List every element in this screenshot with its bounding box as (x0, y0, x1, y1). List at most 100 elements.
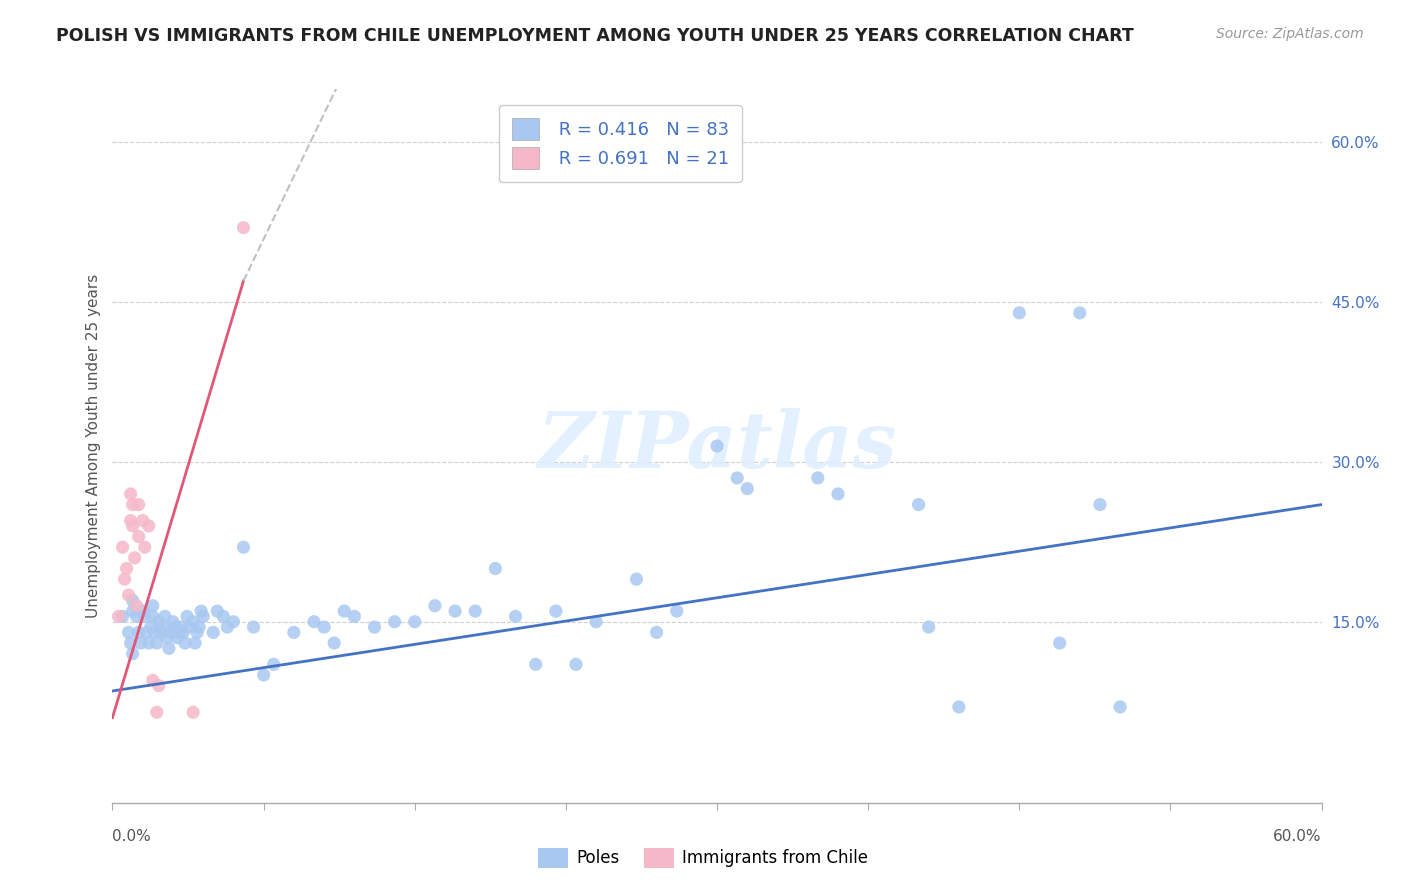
Point (148, 615, 170, 629)
Point (170, 620, 193, 634)
Text: ZIPatlas: ZIPatlas (537, 408, 897, 484)
Point (423, 599, 446, 613)
Point (160, 625, 183, 640)
Point (464, 604, 486, 618)
Point (263, 657, 285, 672)
Point (121, 647, 143, 661)
Legend:  R = 0.416   N = 83,  R = 0.691   N = 21: R = 0.416 N = 83, R = 0.691 N = 21 (499, 105, 742, 182)
Point (152, 620, 174, 634)
Point (142, 673, 165, 688)
Point (163, 620, 186, 634)
Point (737, 482, 759, 496)
Point (190, 604, 212, 618)
Point (117, 625, 139, 640)
Point (191, 609, 214, 624)
Point (202, 625, 225, 640)
Point (121, 604, 143, 618)
Point (111, 540, 134, 554)
Point (162, 615, 184, 629)
Point (645, 625, 668, 640)
Text: 0.0%: 0.0% (112, 830, 152, 845)
Point (188, 620, 211, 634)
Point (585, 615, 607, 629)
Point (232, 540, 254, 554)
Point (565, 657, 588, 672)
Point (176, 609, 198, 624)
Point (139, 620, 162, 634)
Point (172, 625, 194, 640)
Y-axis label: Unemployment Among Youth under 25 years: Unemployment Among Youth under 25 years (86, 274, 101, 618)
Point (1069, 306, 1091, 320)
Point (484, 561, 506, 575)
Point (444, 604, 467, 618)
Point (253, 668, 276, 682)
Point (177, 620, 200, 634)
Point (302, 615, 325, 629)
Point (706, 439, 728, 453)
Point (907, 498, 929, 512)
Point (134, 540, 156, 554)
Point (1109, 700, 1132, 714)
Legend: Poles, Immigrants from Chile: Poles, Immigrants from Chile (531, 841, 875, 875)
Point (156, 631, 179, 645)
Point (1088, 498, 1111, 512)
Point (505, 609, 527, 624)
Point (121, 593, 143, 607)
Point (343, 609, 366, 624)
Point (217, 620, 239, 634)
Point (146, 706, 169, 720)
Point (138, 636, 160, 650)
Point (121, 498, 143, 512)
Point (363, 620, 385, 634)
Point (207, 604, 229, 618)
Point (232, 220, 254, 235)
Point (222, 615, 245, 629)
Point (125, 599, 148, 613)
Point (626, 572, 648, 586)
Point (117, 588, 139, 602)
Point (128, 498, 150, 512)
Point (142, 609, 165, 624)
Point (827, 487, 849, 501)
Point (120, 636, 142, 650)
Point (148, 679, 170, 693)
Point (115, 561, 138, 575)
Text: Source: ZipAtlas.com: Source: ZipAtlas.com (1216, 27, 1364, 41)
Point (135, 625, 157, 640)
Point (333, 604, 356, 618)
Point (1008, 306, 1031, 320)
Point (384, 615, 406, 629)
Point (128, 529, 150, 543)
Point (323, 636, 346, 650)
Point (174, 636, 197, 650)
Point (167, 625, 190, 640)
Point (918, 620, 941, 634)
Point (114, 572, 136, 586)
Point (149, 625, 172, 640)
Point (166, 631, 188, 645)
Point (404, 615, 426, 629)
Point (312, 620, 335, 634)
Point (181, 706, 204, 720)
Point (153, 609, 176, 624)
Point (121, 519, 143, 533)
Point (157, 641, 180, 656)
Point (181, 615, 204, 629)
Point (134, 609, 156, 624)
Point (125, 609, 148, 624)
Point (283, 625, 305, 640)
Point (184, 636, 207, 650)
Point (111, 609, 134, 624)
Point (128, 625, 150, 640)
Point (544, 604, 567, 618)
Point (132, 514, 155, 528)
Point (948, 700, 970, 714)
Point (807, 471, 830, 485)
Point (212, 609, 235, 624)
Point (142, 599, 165, 613)
Point (524, 657, 547, 672)
Point (143, 625, 166, 640)
Point (725, 471, 748, 485)
Point (120, 487, 142, 501)
Point (120, 514, 142, 528)
